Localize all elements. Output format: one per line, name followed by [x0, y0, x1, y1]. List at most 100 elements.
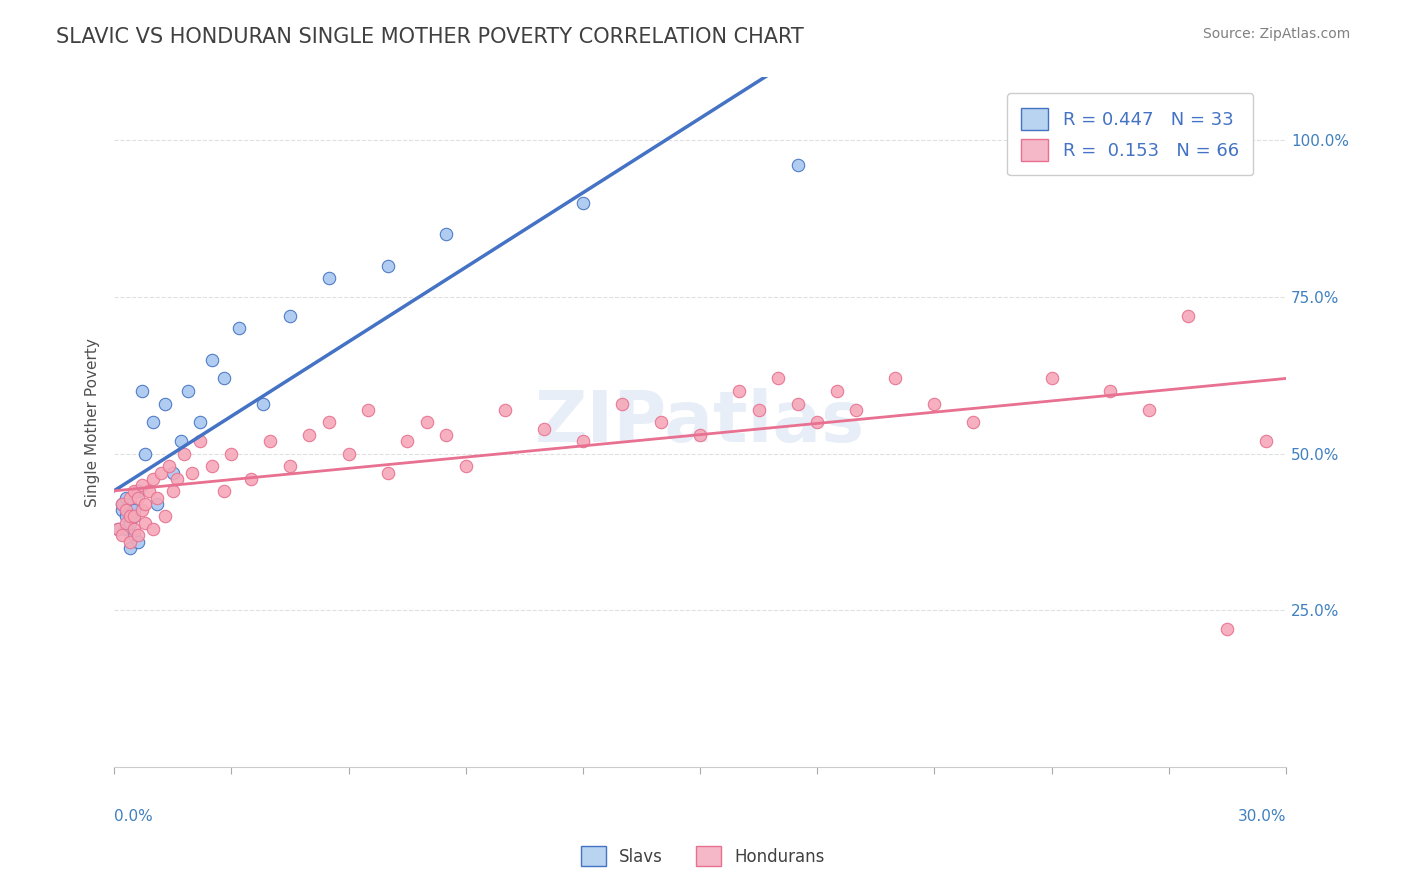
Point — [1216, 622, 1239, 636]
Point — [188, 415, 211, 429]
Point — [107, 522, 129, 536]
Point — [689, 428, 711, 442]
Point — [1256, 434, 1278, 449]
Point — [142, 522, 165, 536]
Point — [153, 509, 176, 524]
Point — [118, 534, 141, 549]
Point — [162, 484, 184, 499]
Point — [115, 522, 138, 536]
Point — [134, 497, 156, 511]
Point — [146, 497, 169, 511]
Point — [131, 478, 153, 492]
Point — [337, 447, 360, 461]
Point — [150, 466, 173, 480]
Point — [318, 415, 340, 429]
Point — [181, 466, 204, 480]
Point — [239, 472, 262, 486]
Point — [118, 516, 141, 530]
Point — [748, 402, 770, 417]
Point — [177, 384, 200, 398]
Point — [212, 484, 235, 499]
Point — [924, 396, 946, 410]
Point — [107, 522, 129, 536]
Point — [434, 428, 457, 442]
Point — [728, 384, 751, 398]
Point — [298, 428, 321, 442]
Text: SLAVIC VS HONDURAN SINGLE MOTHER POVERTY CORRELATION CHART: SLAVIC VS HONDURAN SINGLE MOTHER POVERTY… — [56, 27, 804, 46]
Point — [134, 447, 156, 461]
Point — [122, 528, 145, 542]
Point — [115, 503, 138, 517]
Y-axis label: Single Mother Poverty: Single Mother Poverty — [86, 338, 100, 507]
Point — [169, 434, 191, 449]
Point — [111, 528, 134, 542]
Point — [228, 321, 250, 335]
Point — [825, 384, 848, 398]
Point — [127, 534, 149, 549]
Point — [122, 522, 145, 536]
Point — [806, 415, 828, 429]
Point — [162, 466, 184, 480]
Text: 30.0%: 30.0% — [1237, 809, 1286, 823]
Point — [122, 509, 145, 524]
Point — [572, 434, 595, 449]
Point — [111, 503, 134, 517]
Point — [454, 459, 477, 474]
Point — [134, 516, 156, 530]
Point — [650, 415, 672, 429]
Point — [252, 396, 274, 410]
Point — [131, 503, 153, 517]
Text: ZIPatlas: ZIPatlas — [536, 388, 865, 457]
Point — [1137, 402, 1160, 417]
Point — [142, 472, 165, 486]
Point — [396, 434, 419, 449]
Point — [212, 371, 235, 385]
Point — [118, 509, 141, 524]
Point — [278, 309, 301, 323]
Point — [201, 352, 224, 367]
Point — [884, 371, 907, 385]
Point — [1040, 371, 1063, 385]
Point — [494, 402, 516, 417]
Point — [415, 415, 437, 429]
Point — [131, 384, 153, 398]
Point — [201, 459, 224, 474]
Point — [610, 396, 633, 410]
Text: Source: ZipAtlas.com: Source: ZipAtlas.com — [1202, 27, 1350, 41]
Point — [278, 459, 301, 474]
Legend: Slavs, Hondurans: Slavs, Hondurans — [572, 838, 834, 875]
Point — [377, 466, 399, 480]
Point — [357, 402, 380, 417]
Point — [127, 491, 149, 505]
Point — [318, 271, 340, 285]
Point — [146, 491, 169, 505]
Point — [153, 396, 176, 410]
Point — [962, 415, 984, 429]
Point — [111, 497, 134, 511]
Point — [572, 195, 595, 210]
Point — [118, 491, 141, 505]
Point — [221, 447, 243, 461]
Point — [786, 396, 808, 410]
Point — [111, 497, 134, 511]
Point — [845, 402, 868, 417]
Point — [122, 484, 145, 499]
Point — [259, 434, 281, 449]
Point — [533, 422, 555, 436]
Point — [1177, 309, 1199, 323]
Point — [188, 434, 211, 449]
Point — [115, 509, 138, 524]
Point — [377, 259, 399, 273]
Point — [115, 516, 138, 530]
Point — [173, 447, 195, 461]
Point — [766, 371, 789, 385]
Point — [122, 503, 145, 517]
Point — [115, 491, 138, 505]
Point — [118, 541, 141, 555]
Point — [118, 497, 141, 511]
Text: 0.0%: 0.0% — [114, 809, 153, 823]
Point — [157, 459, 180, 474]
Point — [122, 509, 145, 524]
Point — [138, 484, 160, 499]
Point — [786, 158, 808, 172]
